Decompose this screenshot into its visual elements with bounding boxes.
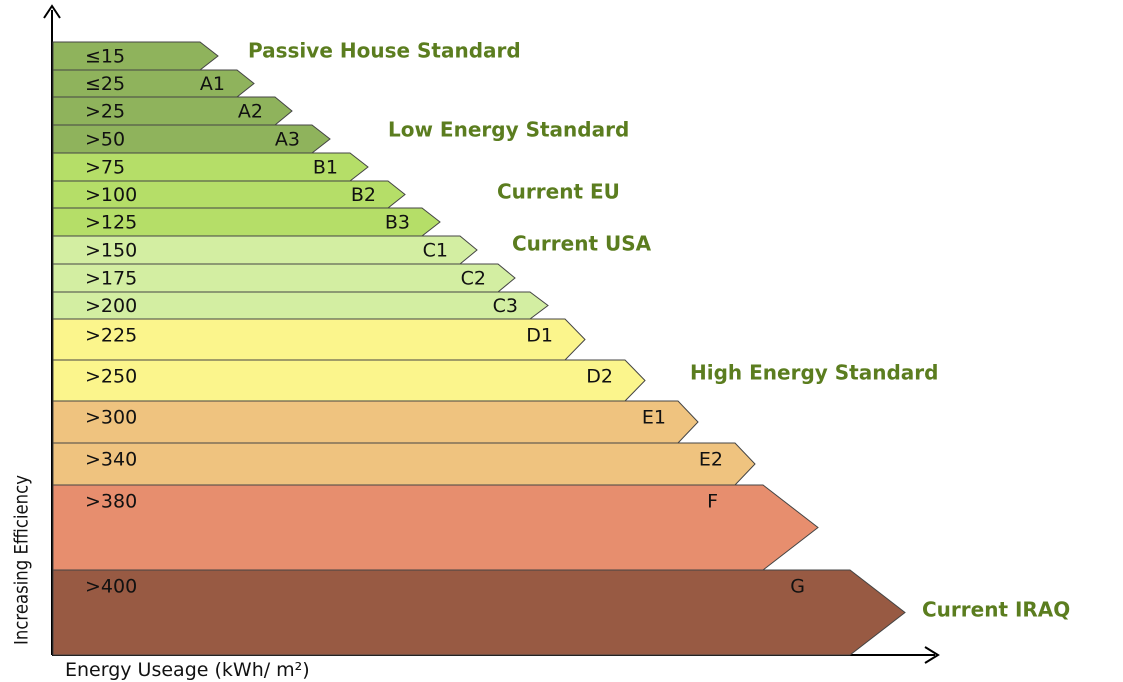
rating-band: [52, 124, 331, 154]
rating-band: [52, 359, 646, 402]
band-class: A1: [200, 73, 225, 95]
band-class: E2: [699, 449, 723, 471]
rating-band: [52, 484, 819, 571]
rating-band: [52, 400, 699, 444]
band-class: D1: [526, 325, 553, 347]
rating-band: [52, 263, 516, 293]
band-class: G: [790, 576, 805, 598]
band-range: >125: [85, 212, 137, 234]
rating-band: [52, 180, 406, 209]
y-axis-label: Increasing Efficiency: [11, 475, 33, 645]
band-class: C2: [461, 268, 486, 290]
band-range: >175: [85, 268, 137, 290]
band-class: B3: [385, 212, 410, 234]
rating-band: [52, 152, 369, 182]
annotation: High Energy Standard: [690, 361, 938, 385]
band-range: >250: [85, 366, 137, 388]
rating-band: [52, 235, 478, 265]
annotation: Current EU: [497, 180, 620, 204]
rating-band: [52, 69, 255, 98]
annotation: Low Energy Standard: [388, 118, 629, 142]
band-range: ≤15: [85, 46, 125, 68]
band-range: >340: [85, 449, 137, 471]
rating-band: [52, 96, 293, 126]
x-axis-label: Energy Useage (kWh/ m²): [65, 659, 310, 681]
y-axis-arrow: [43, 4, 61, 19]
rating-band: [52, 318, 586, 361]
band-range: >150: [85, 240, 137, 262]
band-class: A3: [275, 129, 300, 151]
band-class: F: [707, 491, 718, 513]
band-class: E1: [642, 407, 666, 429]
band-range: ≤25: [85, 73, 125, 95]
band-class: D2: [586, 366, 613, 388]
band-range: >400: [85, 576, 137, 598]
band-range: >380: [85, 491, 137, 513]
rating-band: [52, 442, 756, 486]
annotation: Passive House Standard: [248, 39, 521, 63]
annotation: Current IRAQ: [922, 598, 1070, 622]
band-range: >100: [85, 184, 137, 206]
band-class: B2: [351, 184, 376, 206]
band-class: C1: [423, 240, 448, 262]
rating-band: [52, 41, 219, 71]
band-range: >225: [85, 325, 137, 347]
band-class: A2: [238, 101, 263, 123]
band-range: >75: [85, 157, 125, 179]
band-range: >300: [85, 407, 137, 429]
rating-band: [52, 569, 906, 656]
band-range: >50: [85, 129, 125, 151]
rating-band: [52, 207, 441, 237]
band-class: B1: [313, 157, 338, 179]
band-range: >200: [85, 295, 137, 317]
band-range: >25: [85, 101, 125, 123]
annotation: Current USA: [512, 232, 652, 256]
band-class: C3: [493, 295, 518, 317]
x-axis-arrow: [924, 646, 940, 664]
rating-band: [52, 291, 549, 320]
